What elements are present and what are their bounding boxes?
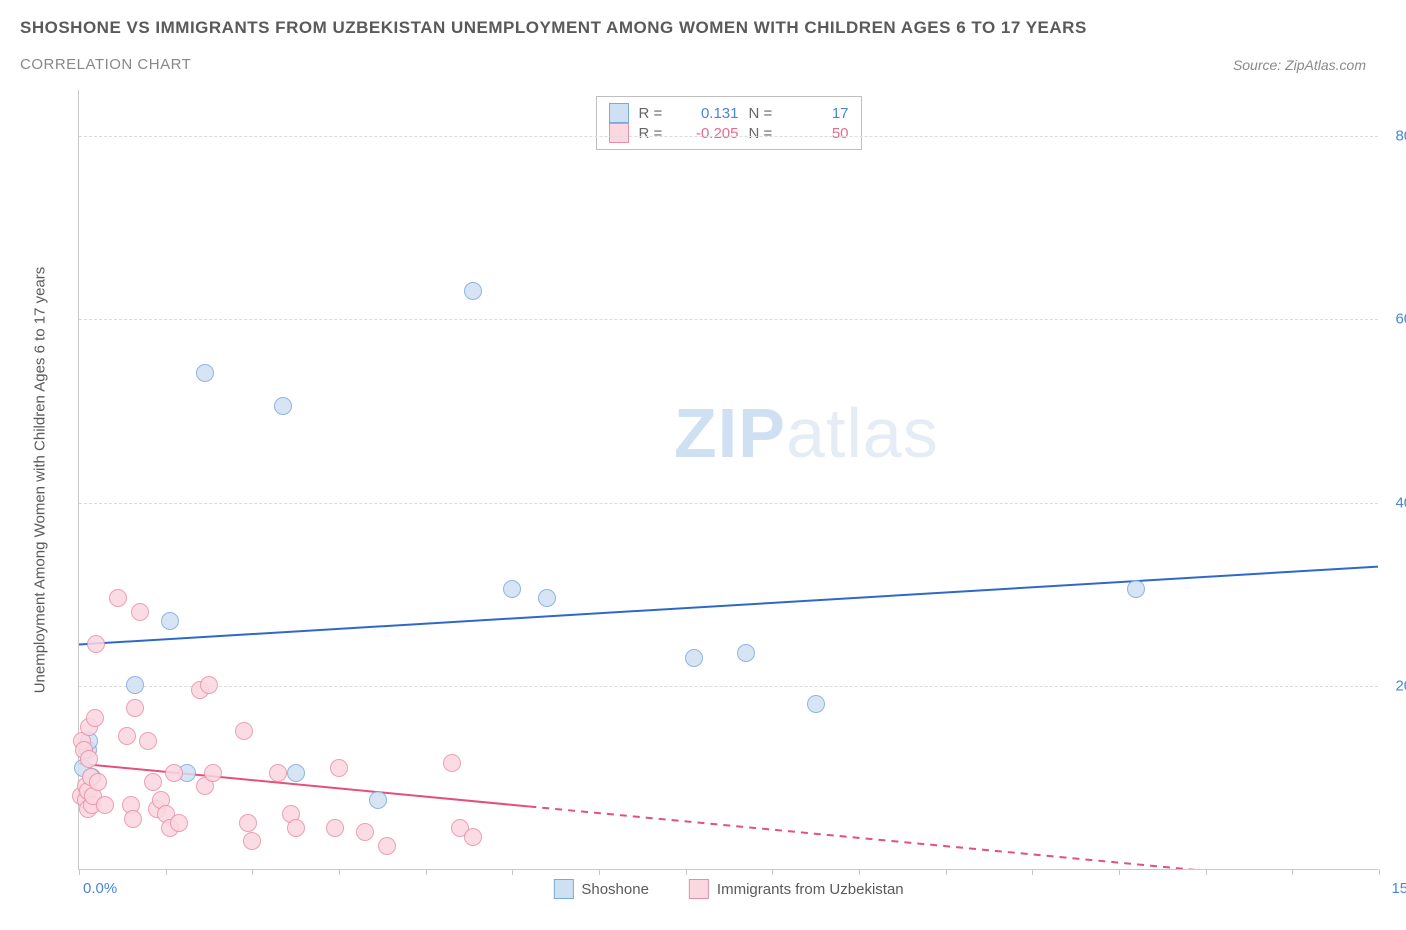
x-tick [599,869,600,875]
x-axis-min-label: 0.0% [83,880,117,897]
data-point [464,282,482,300]
n-label: N = [749,105,781,122]
data-point [326,819,344,837]
legend-stats-row: R = 0.131 N = 17 [609,103,849,123]
x-tick [1206,869,1207,875]
y-axis-label: Unemployment Among Women with Children A… [32,267,49,694]
data-point [126,699,144,717]
x-tick [1292,869,1293,875]
data-point [464,828,482,846]
x-tick [1119,869,1120,875]
trend-lines [79,90,1378,869]
data-point [330,759,348,777]
data-point [139,732,157,750]
watermark: ZIPatlas [674,393,939,473]
legend-series-item: Immigrants from Uzbekistan [689,879,904,899]
data-point [243,832,261,850]
data-point [737,644,755,662]
data-point [1127,580,1145,598]
n-value: 50 [791,125,849,142]
r-label: R = [639,105,671,122]
plot-area: ZIPatlas R =0.131N =17R =-0.205N =50 0.0… [78,90,1378,870]
n-label: N = [749,125,781,142]
data-point [287,764,305,782]
data-point [538,589,556,607]
x-tick [512,869,513,875]
legend-swatch [609,103,629,123]
data-point [87,635,105,653]
data-point [80,750,98,768]
x-tick [166,869,167,875]
data-point [356,823,374,841]
x-tick [1379,869,1380,875]
data-point [96,796,114,814]
data-point [807,695,825,713]
legend-series-item: Shoshone [553,879,649,899]
data-point [170,814,188,832]
data-point [144,773,162,791]
data-point [126,676,144,694]
data-point [274,397,292,415]
data-point [124,810,142,828]
y-tick-label: 60.0% [1395,311,1406,328]
data-point [86,709,104,727]
r-value: -0.205 [681,125,739,142]
gridline [79,503,1378,504]
x-tick [686,869,687,875]
data-point [443,754,461,772]
x-tick [946,869,947,875]
data-point [204,764,222,782]
legend-swatch [553,879,573,899]
source-attribution: Source: ZipAtlas.com [1233,57,1366,73]
data-point [378,837,396,855]
data-point [269,764,287,782]
r-value: 0.131 [681,105,739,122]
data-point [165,764,183,782]
x-tick [252,869,253,875]
legend-stats-row: R = -0.205 N = 50 [609,123,849,143]
legend-series-label: Shoshone [581,881,649,898]
x-tick [772,869,773,875]
data-point [89,773,107,791]
data-point [369,791,387,809]
page-title: SHOSHONE VS IMMIGRANTS FROM UZBEKISTAN U… [20,18,1386,38]
data-point [200,676,218,694]
x-tick [79,869,80,875]
page-subtitle: CORRELATION CHART [20,56,191,73]
legend-series: Shoshone Immigrants from Uzbekistan [553,879,903,899]
data-point [109,589,127,607]
n-value: 17 [791,105,849,122]
r-label: R = [639,125,671,142]
gridline [79,686,1378,687]
data-point [235,722,253,740]
x-tick [859,869,860,875]
y-tick-label: 80.0% [1395,127,1406,144]
gridline [79,319,1378,320]
y-tick-label: 40.0% [1395,494,1406,511]
data-point [131,603,149,621]
x-tick [426,869,427,875]
legend-stats: R = 0.131 N = 17 R = -0.205 N = 50 [596,96,862,150]
y-tick-label: 20.0% [1395,678,1406,695]
correlation-chart: Unemployment Among Women with Children A… [48,90,1388,910]
data-point [239,814,257,832]
data-point [503,580,521,598]
legend-series-label: Immigrants from Uzbekistan [717,881,904,898]
data-point [196,364,214,382]
x-tick [1032,869,1033,875]
legend-swatch [689,879,709,899]
data-point [161,612,179,630]
data-point [118,727,136,745]
x-tick [339,869,340,875]
x-axis-max-label: 15.0% [1391,880,1406,897]
legend-swatch [609,123,629,143]
data-point [685,649,703,667]
data-point [287,819,305,837]
gridline [79,136,1378,137]
